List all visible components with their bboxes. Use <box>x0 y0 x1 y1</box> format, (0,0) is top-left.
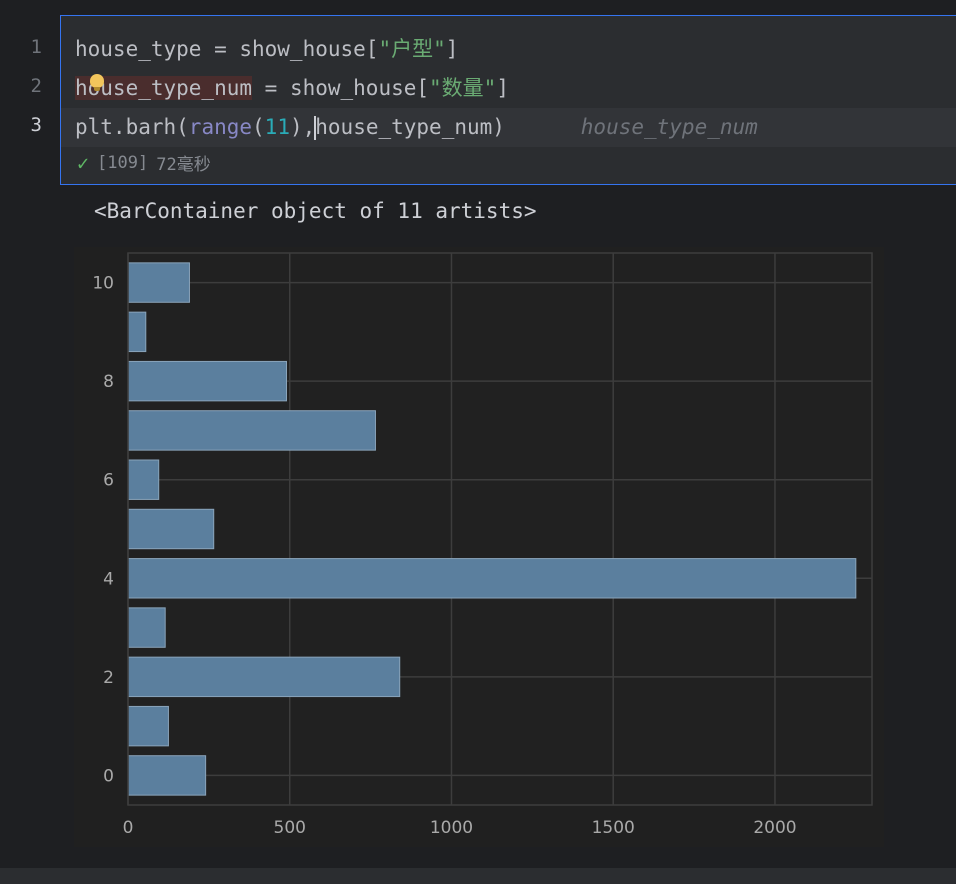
code-token: house_type_num <box>75 76 253 100</box>
axes-frame <box>127 252 873 806</box>
code-token: house_type = show_house[ <box>75 37 379 61</box>
code-token: ] <box>445 37 459 61</box>
bar <box>127 459 160 500</box>
output-repr-text: <BarContainer object of 11 artists> <box>94 199 537 223</box>
code-line-2[interactable]: house_type_num = show_house["数量"] <box>61 69 956 108</box>
x-tick-label: 500 <box>274 818 306 838</box>
execution-count: [109] <box>97 152 149 173</box>
bar <box>127 607 166 648</box>
cell-execution-status: ✓ [109] 72毫秒 <box>77 150 211 176</box>
bar <box>127 311 147 353</box>
bar <box>127 656 401 698</box>
lightbulb-icon[interactable] <box>90 74 104 91</box>
code-token: = show_house[ <box>252 76 430 100</box>
line-number-2: 2 <box>30 75 42 97</box>
bar <box>127 360 288 402</box>
execution-duration: 72毫秒 <box>156 155 211 175</box>
y-tick-label: 8 <box>103 372 114 392</box>
y-tick-label: 6 <box>103 471 114 491</box>
code-line-1[interactable]: house_type = show_house["户型"] <box>61 30 956 69</box>
bar <box>127 558 857 599</box>
code-token: "户型" <box>378 37 446 61</box>
y-tick-label: 4 <box>103 569 114 589</box>
bar-chart: 0 500 1000 1500 2000 0 2 4 6 8 10 <box>92 252 873 838</box>
x-tick-label: 1000 <box>430 818 473 838</box>
plot-area <box>128 253 872 805</box>
x-tick-label: 1500 <box>592 818 635 838</box>
code-token: range <box>188 115 253 139</box>
horizontal-scrollbar[interactable] <box>0 868 956 884</box>
code-cell[interactable]: house_type = show_house["户型"] house_type… <box>60 15 956 185</box>
chart-figure: 0 500 1000 1500 2000 0 2 4 6 8 10 <box>74 247 884 847</box>
bar <box>127 262 190 303</box>
code-token: "数量" <box>429 76 497 100</box>
y-tick-label: 0 <box>103 766 114 786</box>
check-icon: ✓ <box>77 150 90 175</box>
x-tick-label: 0 <box>123 818 134 838</box>
bar <box>127 705 169 747</box>
line-number-1: 1 <box>30 36 42 58</box>
code-token: ] <box>496 76 509 100</box>
code-line-3[interactable]: plt.barh(range(11),house_type_num) house… <box>61 108 956 147</box>
cell-output: <BarContainer object of 11 artists> 0 500… <box>74 185 956 865</box>
code-token: ), <box>289 115 316 139</box>
y-tick-label: 10 <box>92 274 114 294</box>
bar <box>127 410 376 451</box>
code-token: plt.barh( <box>75 115 189 139</box>
code-token: ( <box>252 115 265 139</box>
text-caret <box>314 116 317 140</box>
bar <box>127 755 207 796</box>
y-tick-label: 2 <box>103 668 114 688</box>
inline-hint: house_type_num <box>504 115 758 139</box>
line-number-3: 3 <box>30 114 42 136</box>
bar <box>127 508 215 550</box>
code-token: 11 <box>264 115 290 139</box>
code-token: house_type_num) <box>315 115 505 139</box>
x-tick-label: 2000 <box>753 818 796 838</box>
